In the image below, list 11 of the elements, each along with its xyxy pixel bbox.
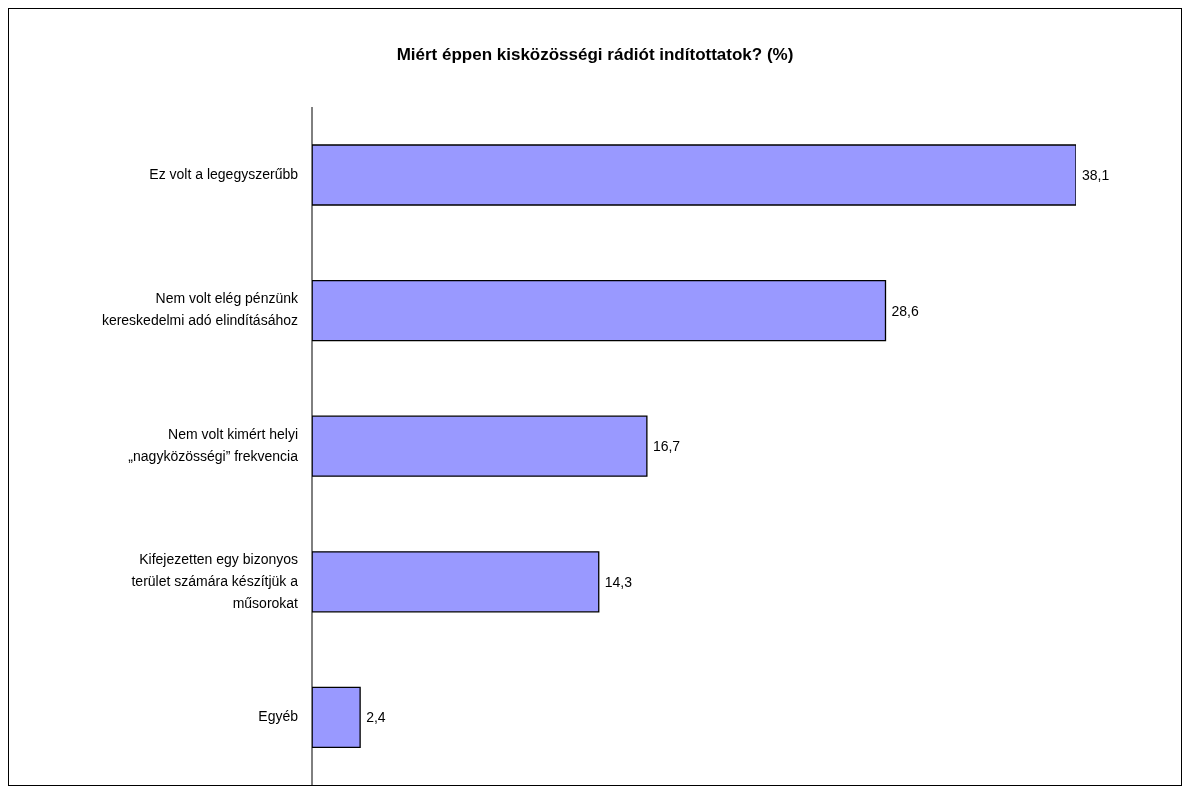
chart-title: Miért éppen kisközösségi rádiót indítottatok? (%) [395, 45, 795, 65]
data-label: 28,6 [891, 302, 919, 319]
data-label: 2,4 [366, 709, 386, 726]
data-label: 38,1 [1082, 166, 1110, 183]
y-tick-label: Nem volt kimért helyi „nagyközösségi” frekvencia [128, 425, 299, 464]
data-label: 16,7 [652, 438, 681, 455]
y-tick-label: Nem volt elég pénzünk kereskedelmi adó elindításához [101, 290, 299, 329]
y-tick-label: Ez volt a legegyszerűbb [149, 165, 299, 182]
data-label: 14,3 [604, 573, 633, 590]
y-tick-label: Kifejezetten egy bizonyos terület számára készítjük a műsorokat [131, 550, 299, 611]
y-tick-label: Egyéb [258, 707, 299, 724]
